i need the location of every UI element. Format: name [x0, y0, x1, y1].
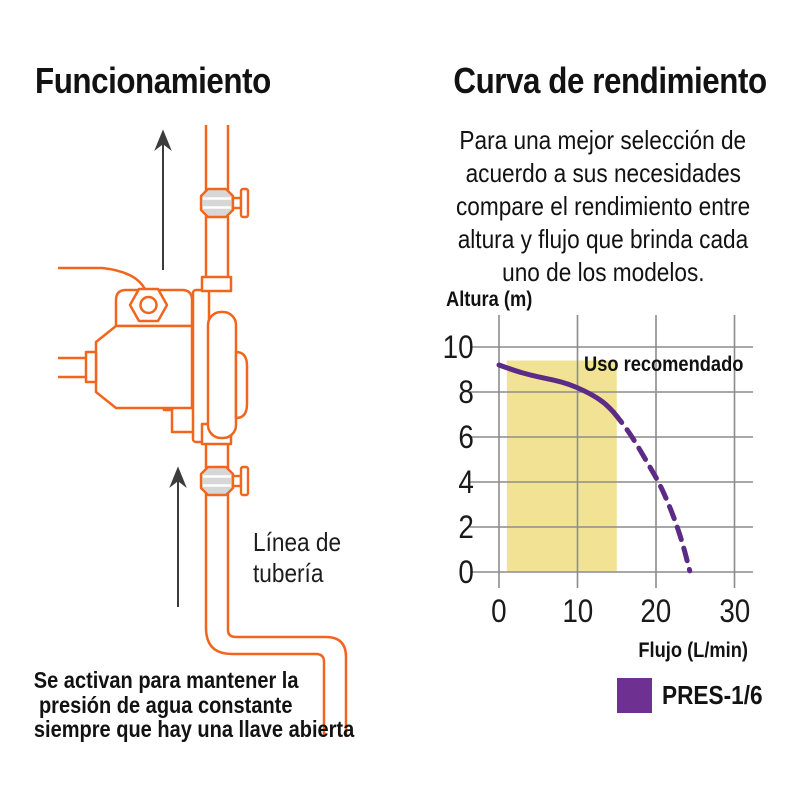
performance-chart — [470, 315, 753, 588]
curve-solid — [496, 362, 617, 415]
recommended-region — [506, 360, 617, 572]
y-tick-4: 4 — [458, 464, 474, 500]
x-tick-10: 10 — [562, 593, 594, 629]
pipe-line-label: Línea de tubería — [253, 527, 342, 588]
x-tick-30: 30 — [719, 593, 751, 629]
up-arrow-icon — [169, 466, 187, 607]
legend-swatch — [617, 678, 652, 713]
right-title: Curva de rendimiento — [420, 60, 800, 102]
curve-dashed — [611, 409, 693, 574]
valve-bottom — [199, 465, 250, 497]
right-title-text: Curva de rendimiento — [453, 60, 767, 101]
left-caption: Se activan para mantener la presión de a… — [33, 667, 355, 742]
left-title-text: Funcionamiento — [35, 60, 271, 101]
x-axis-label: Flujo (L/min) — [638, 639, 748, 662]
left-title: Funcionamiento — [35, 60, 306, 102]
booster-pump-icon — [58, 266, 249, 446]
y-tick-0: 0 — [458, 554, 474, 590]
left-panel: Funcionamiento — [33, 60, 355, 742]
y-tick-10: 10 — [443, 329, 474, 365]
y-axis-label: Altura (m) — [446, 288, 533, 311]
x-tick-0: 0 — [491, 593, 507, 629]
intro-paragraph: Para una mejor selección de acuerdo a su… — [455, 125, 751, 287]
y-tick-8: 8 — [458, 374, 474, 410]
right-panel: Curva de rendimiento Para una mejor sele… — [400, 0, 800, 800]
valve-top — [199, 187, 250, 219]
y-tick-6: 6 — [458, 419, 474, 455]
recommended-use-annotation: Uso recomendado — [584, 353, 744, 376]
legend-label-wrap: PRES-1/6 — [662, 680, 778, 711]
up-arrow-icon — [154, 129, 172, 270]
legend-label: PRES-1/6 — [662, 680, 763, 710]
y-tick-2: 2 — [458, 509, 474, 545]
pipe-lines — [204, 125, 348, 737]
x-tick-20: 20 — [640, 593, 672, 629]
pump-diagram — [58, 125, 348, 737]
